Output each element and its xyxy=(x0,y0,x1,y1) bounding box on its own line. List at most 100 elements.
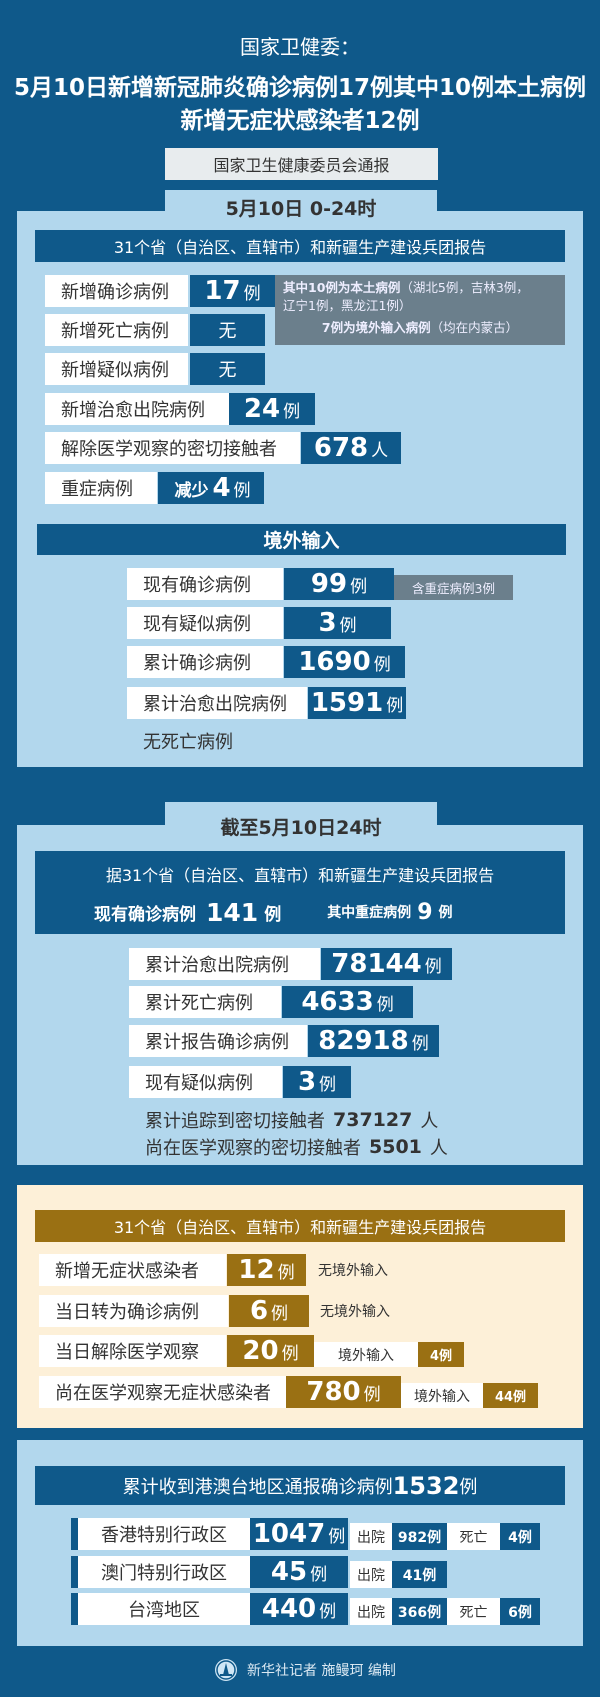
daily-report-bar: 31个省（自治区、直辖市）和新疆生产建设兵团报告 xyxy=(35,230,565,262)
unit: 例 xyxy=(373,654,391,675)
value-prefix: 减少 xyxy=(174,480,209,501)
note-line2: 辽宁1例，黑龙江1例） xyxy=(283,298,412,313)
imported-bar: 境外输入 xyxy=(37,524,566,555)
daily-tab-title: 5月10日 0-24时 xyxy=(225,197,377,220)
current-label: 现有确诊病例 xyxy=(94,904,196,925)
row-value-new-deaths: 无 xyxy=(190,314,265,346)
severe-label: 其中重症病例 xyxy=(327,905,412,921)
unit: 例 xyxy=(339,615,357,636)
value: 24 xyxy=(243,394,281,424)
unit: 例 xyxy=(424,956,442,977)
value: 20 xyxy=(242,1336,279,1366)
value: 45 xyxy=(270,1557,308,1587)
unit: 人 xyxy=(420,1111,439,1132)
macau-region-label: 澳门特别行政区 xyxy=(78,1556,250,1588)
hk-discharged-value: 982例 xyxy=(392,1523,447,1550)
daily-tab-bg xyxy=(165,190,437,214)
value: 4 xyxy=(212,473,231,503)
imported-label-recovered: 累计治愈出院病例 xyxy=(127,687,307,719)
asym-imported-released: 4例 xyxy=(418,1342,464,1367)
imported-value-total: 1690 例 xyxy=(284,646,405,678)
imported-no-death: 无死亡病例 xyxy=(143,732,233,753)
note-line1: 其中10例为本土病例（湖北5例，吉林3例， xyxy=(283,279,557,297)
local-imported-note: 其中10例为本土病例（湖北5例，吉林3例， 辽宁1例，黑龙江1例） 7例为境外输… xyxy=(275,275,565,345)
credit-text: 新华社记者 施鳗珂 编制 xyxy=(247,1663,396,1679)
macau-stripe xyxy=(71,1556,78,1588)
row-label-new-deaths: 新增死亡病例 xyxy=(45,314,188,346)
cumulative-tab-title: 截至5月10日24时 xyxy=(220,816,382,839)
row-value-released-contacts: 678 人 xyxy=(301,432,401,464)
unit: 例 xyxy=(283,401,301,422)
row-value-new-suspected: 无 xyxy=(190,353,265,385)
row-label-new-recovered: 新增治愈出院病例 xyxy=(45,393,229,425)
hmt-bar-value: 1532 xyxy=(392,1471,460,1500)
taiwan-stripe xyxy=(71,1593,78,1625)
imported-label-current: 现有确诊病例 xyxy=(127,568,283,600)
note-local-bold: 其中10例为本土病例 xyxy=(283,280,401,295)
unit: 例 xyxy=(376,994,394,1015)
source-title: 国家卫健委： xyxy=(240,34,360,59)
note-local-rest: （湖北5例，吉林3例， xyxy=(400,280,529,295)
asym-label-released: 当日解除医学观察 xyxy=(39,1335,226,1367)
headline-line2: 新增无症状感染者12例 xyxy=(180,108,420,134)
value: 6 xyxy=(249,1296,269,1326)
imported-label-suspected: 现有疑似病例 xyxy=(127,607,283,639)
unit: 例 xyxy=(411,1033,429,1054)
unit: 例 xyxy=(319,1074,337,1095)
unit: 例 xyxy=(363,1384,381,1405)
asym-value-released: 20 例 xyxy=(227,1335,314,1367)
value: 5501 xyxy=(369,1136,422,1158)
cumulative-tab-bg xyxy=(165,802,437,827)
row-label-severe: 重症病例 xyxy=(45,472,157,504)
cumulative-report-box: 据31个省（自治区、直辖市）和新疆生产建设兵团报告 现有确诊病例 141 例 其… xyxy=(35,851,565,934)
unit: 例 xyxy=(350,576,368,597)
value: 678 xyxy=(313,433,369,463)
unit: 例 xyxy=(271,1303,289,1324)
taiwan-region-label: 台湾地区 xyxy=(78,1593,250,1625)
cum-label-recovered: 累计治愈出院病例 xyxy=(129,948,320,980)
hk-death-value: 4例 xyxy=(500,1523,540,1550)
value: 440 xyxy=(261,1594,317,1624)
row-label-new-suspected: 新增疑似病例 xyxy=(45,353,188,385)
asym-label-new: 新增无症状感染者 xyxy=(39,1254,226,1286)
cum-label-deaths: 累计死亡病例 xyxy=(129,986,281,1018)
severe-value: 9 xyxy=(417,899,433,925)
value: 3 xyxy=(318,608,337,638)
note-imported-rest: （均在内蒙古） xyxy=(430,320,519,335)
cum-label-suspected: 现有疑似病例 xyxy=(129,1066,282,1098)
cum-label-confirmed: 累计报告确诊病例 xyxy=(129,1025,307,1057)
headline-line1: 5月10日新增新冠肺炎确诊病例17例其中10例本土病例 xyxy=(13,75,587,101)
value: 17 xyxy=(204,276,241,306)
hk-discharged-label: 出院 xyxy=(350,1523,392,1550)
unit: 例 xyxy=(319,1601,337,1622)
contacts-traced-line: 累计追踪到密切接触者 737127 人 xyxy=(145,1107,438,1133)
row-value-severe: 减少 4 例 xyxy=(158,472,264,504)
cum-value-recovered: 78144 例 xyxy=(321,948,452,980)
unit: 例 xyxy=(233,480,251,501)
hk-region-label: 香港特别行政区 xyxy=(78,1518,250,1550)
asym-note-converted: 无境外输入 xyxy=(320,1304,390,1320)
asym-label-under-observation: 尚在医学观察无症状感染者 xyxy=(39,1376,286,1408)
unit: 例 xyxy=(328,1526,346,1547)
footer-credit: 新华社记者 施鳗珂 编制 xyxy=(215,1657,396,1683)
value: 12 xyxy=(238,1255,275,1285)
macau-value: 45 例 xyxy=(250,1556,348,1588)
hk-stripe xyxy=(71,1518,78,1550)
row-value-new-recovered: 24 例 xyxy=(229,393,315,425)
notice-box: 国家卫生健康委员会通报 xyxy=(165,148,438,180)
imported-severe-note: 含重症病例3例 xyxy=(394,575,513,600)
asym-value-new: 12 例 xyxy=(227,1254,306,1286)
unit: 例 xyxy=(310,1564,328,1585)
value: 99 xyxy=(310,569,348,599)
macau-discharged-value: 41例 xyxy=(392,1561,447,1588)
hk-death-label: 死亡 xyxy=(447,1523,500,1550)
asym-note-released: 境外输入 xyxy=(314,1342,418,1367)
imported-label-total: 累计确诊病例 xyxy=(127,646,283,678)
xinhua-logo-icon xyxy=(215,1659,237,1681)
asym-label-converted: 当日转为确诊病例 xyxy=(39,1295,228,1327)
unit: 例 xyxy=(277,1262,295,1283)
asym-imported-under-observation: 44例 xyxy=(483,1383,538,1408)
taiwan-discharged-label: 出院 xyxy=(350,1598,392,1625)
